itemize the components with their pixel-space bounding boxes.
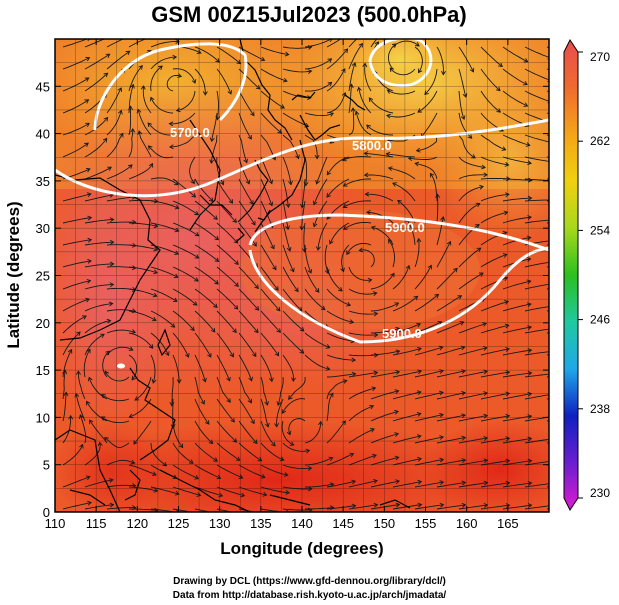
y-tick-label: 0	[43, 505, 50, 520]
x-tick-label: 135	[250, 516, 272, 531]
colorbar-tick-label: 238	[590, 402, 610, 416]
colorbar-ticks: 230 238 246 254 262 270	[578, 50, 610, 500]
contour-lines	[55, 39, 549, 344]
y-axis-ticks: 0 5 10 15 20 25 30 35 40 45	[36, 79, 549, 520]
temperature-field: 5700.0 5800.0 5900.0 5900.0	[55, 39, 549, 512]
colorbar: 230 238 246 254 262 270	[563, 39, 610, 511]
chart-title: GSM 00Z15Jul2023 (500.0hPa)	[151, 2, 467, 27]
y-tick-label: 40	[36, 127, 50, 142]
contour-label-5800: 5800.0	[352, 138, 392, 153]
colorbar-tick-label: 246	[590, 313, 610, 327]
x-tick-label: 155	[415, 516, 437, 531]
credit-data-source: Data from http://database.rish.kyoto-u.a…	[172, 590, 447, 601]
coastlines	[55, 39, 411, 512]
x-tick-label: 150	[373, 516, 395, 531]
contour-label-5700: 5700.0	[170, 125, 210, 140]
y-tick-label: 5	[43, 458, 50, 473]
x-tick-label: 145	[332, 516, 354, 531]
colorbar-tick-label: 270	[590, 50, 610, 64]
x-tick-label: 130	[209, 516, 231, 531]
x-axis-ticks: 110 115 120 125 130 135 140 145 150 155 160 165	[45, 39, 519, 531]
x-tick-label: 120	[126, 516, 148, 531]
contour-label-5900-south: 5900.0	[382, 326, 422, 341]
credit-dcl: Drawing by DCL (https://www.gfd-dennou.o…	[173, 576, 446, 587]
x-tick-label: 140	[291, 516, 313, 531]
x-tick-label: 125	[168, 516, 190, 531]
colorbar-bar	[563, 39, 579, 511]
x-axis-title: Longitude (degrees)	[220, 539, 383, 558]
y-tick-label: 35	[36, 174, 50, 189]
x-tick-label: 110	[45, 516, 66, 531]
lat-lon-grid	[55, 39, 549, 512]
x-tick-label: 160	[456, 516, 478, 531]
x-tick-label: 165	[497, 516, 519, 531]
y-tick-label: 10	[36, 410, 50, 425]
y-tick-label: 30	[36, 221, 50, 236]
x-tick-label: 115	[86, 516, 107, 531]
y-tick-label: 45	[36, 79, 50, 94]
y-tick-label: 15	[36, 363, 50, 378]
colorbar-tick-label: 254	[590, 223, 610, 237]
colorbar-tick-label: 262	[590, 134, 610, 148]
colorbar-tick-label: 230	[590, 486, 610, 500]
wind-streamlines	[62, 39, 549, 512]
contour-label-5900-north: 5900.0	[385, 220, 425, 235]
y-tick-label: 20	[36, 316, 50, 331]
y-tick-label: 25	[36, 269, 50, 284]
y-axis-title: Latitude (degrees)	[4, 201, 23, 348]
contour-labels: 5700.0 5800.0 5900.0 5900.0	[170, 125, 425, 341]
typhoon-center-marker	[117, 363, 125, 369]
